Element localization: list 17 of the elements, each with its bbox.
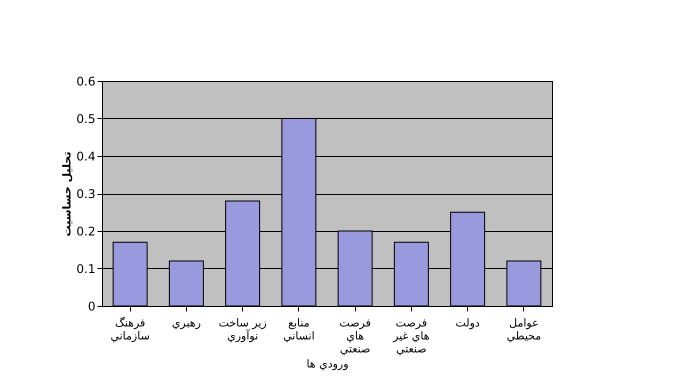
x-axis-title: ورودي ها xyxy=(306,358,349,370)
y-tick-label: 0.3 xyxy=(76,187,96,201)
y-tick-label: 0.1 xyxy=(76,262,96,276)
x-tick-label: فرصت هاي صنعتي xyxy=(339,316,371,356)
y-tick-label: 0 xyxy=(88,300,96,314)
x-tick-label: دولت xyxy=(455,316,480,330)
x-tick-label: زير ساخت نوآوري xyxy=(218,316,267,342)
y-tick-label: 0.2 xyxy=(76,224,96,238)
x-tick-label: فرصت هاي غير صنعتي xyxy=(392,316,430,356)
x-tick-label: منابع انساني xyxy=(283,316,315,342)
y-tick-label: 0.5 xyxy=(76,112,96,126)
y-tick-label: 0.4 xyxy=(76,150,96,164)
x-tick-label: فرهنگ سازماني xyxy=(110,316,150,342)
y-axis-title: تحليل حساسيت xyxy=(60,152,74,236)
x-tick-label: رهبري xyxy=(172,316,201,330)
y-tick-label: 0.6 xyxy=(76,74,96,88)
x-tick-label: عوامل محيطي xyxy=(506,316,542,342)
